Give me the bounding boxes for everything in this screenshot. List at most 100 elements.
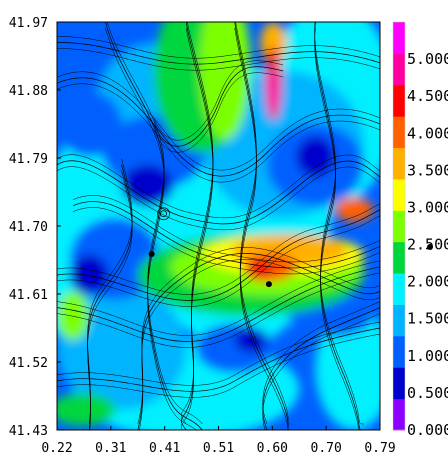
streamline — [57, 321, 380, 386]
y-tick-label: 41.61 — [9, 288, 48, 303]
x-tick-label: 0.31 — [95, 441, 126, 456]
colorbar-tick-label: 3.000 — [407, 198, 448, 216]
colorbar-tick-label: 1.000 — [407, 347, 448, 365]
streamline — [106, 22, 203, 425]
colorbar-segment — [393, 210, 405, 243]
x-tick-label: 0.41 — [149, 441, 180, 456]
streamline — [57, 260, 380, 336]
colorbar-tick-label: 1.500 — [407, 310, 448, 328]
y-axis: 41.97 41.88 41.79 41.70 41.61 41.52 41.43 — [9, 16, 61, 439]
streamline — [262, 307, 380, 430]
colorbar-segment — [393, 53, 405, 86]
streamline — [180, 22, 214, 430]
colorbar-tick-label: 5.000 — [407, 50, 448, 68]
y-tick-label: 41.43 — [9, 424, 48, 439]
heatmap-region — [315, 307, 380, 430]
streamline — [57, 42, 380, 65]
heatmap-region — [334, 197, 374, 222]
colorbar-tick-label: 0.000 — [407, 421, 448, 439]
streamline — [57, 36, 380, 59]
colorbar-segment — [393, 273, 405, 305]
x-tick-label: 0.51 — [203, 441, 234, 456]
streamline — [73, 201, 380, 269]
x-tick-label: 0.79 — [364, 441, 395, 456]
streamline — [138, 259, 380, 430]
heatmap-region — [57, 291, 90, 341]
streamline — [57, 160, 380, 225]
colorbar: 5.000 4.500 4.000 3.500 3.000 2.500 2.000 1.500… — [392, 21, 448, 439]
colorbar-segment — [393, 178, 405, 211]
streamline — [57, 266, 380, 342]
markers — [148, 250, 272, 288]
point-marker — [148, 250, 155, 257]
streamline — [153, 60, 284, 141]
x-axis: 0.22 0.31 0.41 0.51 0.60 0.70 0.79 — [41, 426, 396, 456]
streamline — [57, 272, 380, 348]
streamline — [57, 154, 380, 219]
y-tick-label: 41.97 — [9, 16, 48, 31]
heatmap-region — [199, 22, 251, 141]
streamline — [57, 71, 380, 171]
point-marker — [265, 281, 272, 288]
colorbar-segment — [393, 116, 405, 149]
streamline — [105, 22, 203, 430]
streamline-swirl — [157, 207, 170, 221]
y-tick-label: 41.88 — [9, 84, 48, 99]
streamline — [57, 83, 380, 183]
streamline — [57, 327, 380, 392]
colorbar-segment — [393, 84, 405, 117]
colorbar-segment — [393, 398, 405, 431]
heatmap-region — [57, 393, 116, 426]
streamline — [73, 207, 380, 275]
colorbar-tick-label: 4.000 — [407, 124, 448, 142]
streamline — [235, 22, 290, 425]
streamline — [87, 158, 133, 425]
x-tick-label: 0.70 — [311, 441, 342, 456]
streamline — [181, 27, 214, 430]
colorbar-segment — [393, 147, 405, 180]
colorbar-marker — [427, 244, 433, 250]
streamline — [57, 166, 380, 231]
colorbar-segment — [393, 335, 405, 368]
streamline — [73, 195, 380, 263]
y-tick-label: 41.70 — [9, 220, 48, 235]
colorbar-tick-label: 0.500 — [407, 384, 448, 402]
streamline — [87, 164, 133, 430]
y-tick-label: 41.79 — [9, 152, 48, 167]
x-tick-label: 0.22 — [41, 441, 72, 456]
colorbar-segment — [393, 367, 405, 400]
heatmap-region — [247, 260, 274, 282]
heatmap-region — [296, 136, 335, 178]
heatmap-field — [57, 22, 380, 430]
colorbar-tick-label: 4.500 — [407, 87, 448, 105]
colorbar-segment — [393, 304, 405, 337]
streamline — [314, 22, 364, 430]
y-tick-label: 41.52 — [9, 356, 48, 371]
colorbar-frame — [392, 21, 406, 431]
heatmap-region — [121, 164, 174, 206]
streamline — [153, 72, 284, 153]
heatmap-region — [69, 254, 109, 296]
colorbar-segment — [393, 241, 405, 274]
streamline — [57, 77, 380, 177]
streamline — [234, 27, 289, 430]
colorbar-tick-label: 2.500 — [407, 236, 448, 254]
streamline-swirl — [160, 210, 167, 218]
streamline — [87, 170, 133, 430]
streamline — [181, 22, 214, 425]
streamline — [57, 215, 380, 307]
heatmap-region — [266, 66, 280, 116]
colorbar-tick-label: 2.000 — [407, 273, 448, 291]
streamlines — [57, 22, 380, 430]
streamline — [57, 48, 380, 71]
colorbar-tick-label: 3.500 — [407, 161, 448, 179]
streamline — [57, 209, 380, 301]
streamline — [314, 22, 364, 425]
streamline — [57, 333, 380, 398]
streamline — [57, 203, 380, 295]
heatmap-region — [260, 22, 287, 63]
streamline — [153, 66, 284, 147]
x-tick-label: 0.60 — [257, 441, 288, 456]
colorbar-segment — [393, 22, 405, 54]
